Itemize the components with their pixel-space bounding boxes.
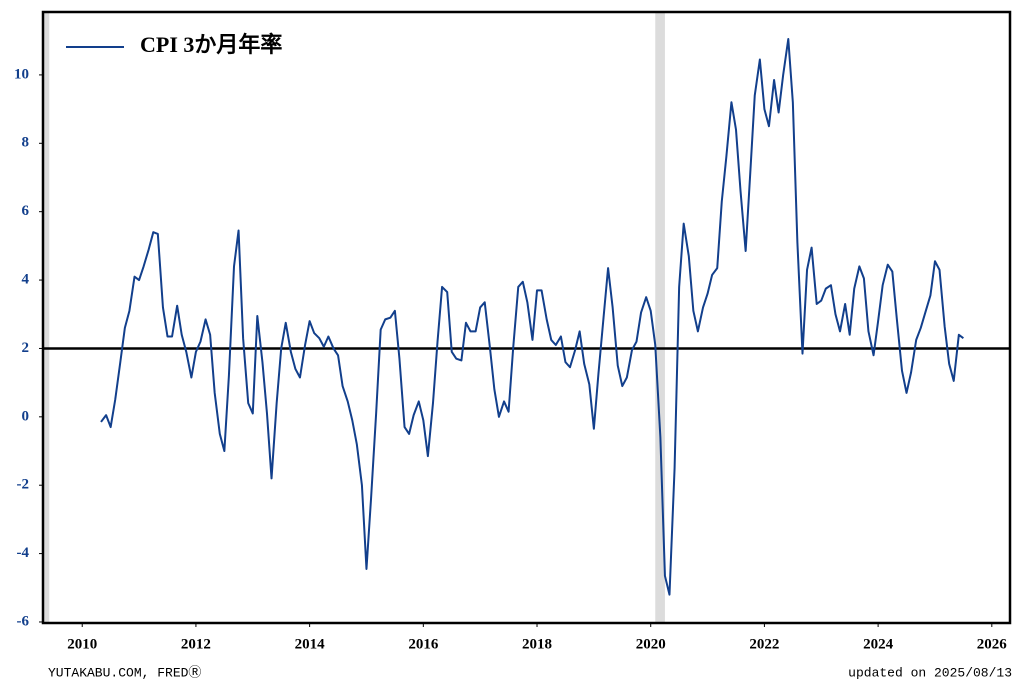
source-note: YUTAKABU.COM, FREDⓇ <box>48 665 201 680</box>
series-line <box>100 38 964 596</box>
recession-band <box>655 12 665 623</box>
y-tick-label: 0 <box>22 408 30 424</box>
y-tick-label: 4 <box>22 271 30 287</box>
recession-band <box>44 12 50 623</box>
legend-label: CPI 3か月年率 <box>140 32 282 57</box>
x-tick-label: 2024 <box>863 636 894 652</box>
x-tick-label: 2020 <box>636 636 666 652</box>
y-tick-label: 2 <box>22 340 30 356</box>
plot-frame <box>41 10 1012 625</box>
x-tick-label: 2012 <box>181 636 211 652</box>
x-tick-label: 2026 <box>977 636 1008 652</box>
y-tick-label: 6 <box>22 203 30 219</box>
x-tick-label: 2010 <box>67 636 97 652</box>
updated-note: updated on 2025/08/13 <box>848 665 1012 680</box>
x-tick-label: 2016 <box>408 636 439 652</box>
x-tick-label: 2018 <box>522 636 552 652</box>
x-tick-label: 2022 <box>749 636 779 652</box>
y-tick-label: 8 <box>22 135 30 151</box>
y-tick-label: 10 <box>14 66 29 82</box>
y-tick-label: -4 <box>17 545 30 561</box>
y-tick-label: -6 <box>17 613 30 629</box>
x-tick-label: 2014 <box>295 636 326 652</box>
y-tick-label: -2 <box>17 477 30 493</box>
